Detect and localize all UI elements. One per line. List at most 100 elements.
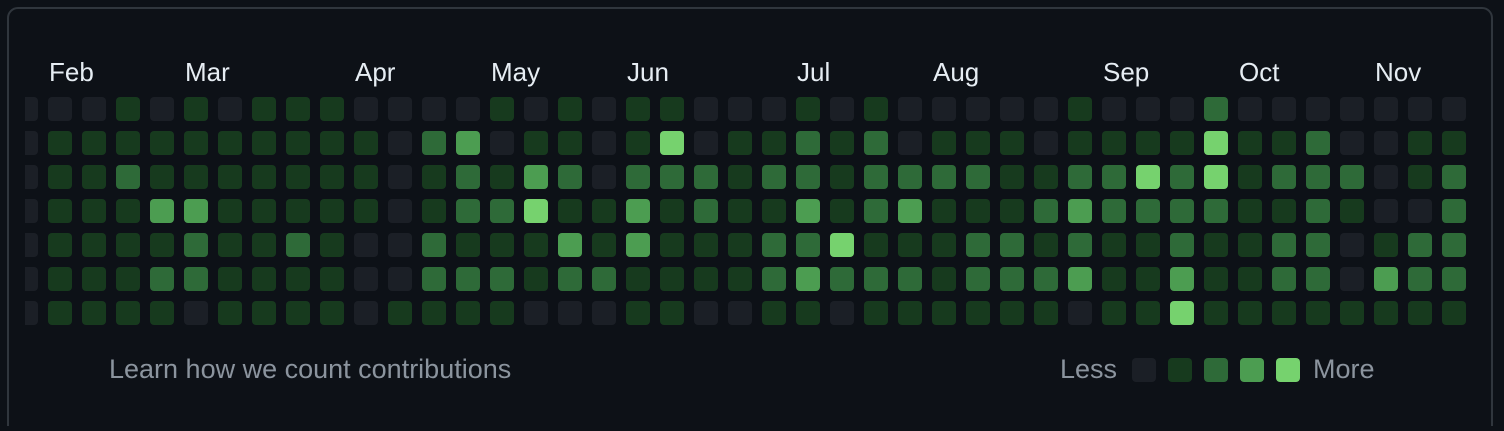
day-cell xyxy=(1306,97,1330,121)
day-cell xyxy=(25,233,38,257)
day-cell xyxy=(1340,165,1364,189)
day-cell xyxy=(830,97,854,121)
day-cell xyxy=(422,233,446,257)
day-cell xyxy=(116,97,140,121)
day-cell xyxy=(184,165,208,189)
day-cell xyxy=(82,267,106,291)
day-cell xyxy=(796,233,820,257)
day-cell xyxy=(660,97,684,121)
day-cell xyxy=(932,131,956,155)
day-cell xyxy=(592,233,616,257)
day-cell xyxy=(1170,233,1194,257)
day-cell xyxy=(1238,301,1262,325)
day-cell xyxy=(354,97,378,121)
day-cell xyxy=(966,131,990,155)
day-cell xyxy=(762,97,786,121)
day-cell xyxy=(694,165,718,189)
day-cell xyxy=(1170,199,1194,223)
day-cell xyxy=(116,131,140,155)
day-cell xyxy=(490,97,514,121)
day-cell xyxy=(150,199,174,223)
month-label: Mar xyxy=(185,57,230,87)
day-cell xyxy=(728,301,752,325)
legend-swatch xyxy=(1240,358,1264,382)
day-cell xyxy=(1374,301,1398,325)
day-cell xyxy=(1102,165,1126,189)
day-cell xyxy=(864,199,888,223)
day-cell xyxy=(116,233,140,257)
day-cell xyxy=(1170,267,1194,291)
day-cell xyxy=(1102,131,1126,155)
day-cell xyxy=(1204,233,1228,257)
day-cell xyxy=(830,165,854,189)
day-cell xyxy=(1272,301,1296,325)
day-cell xyxy=(558,233,582,257)
day-cell xyxy=(762,267,786,291)
day-cell xyxy=(728,97,752,121)
day-cell xyxy=(592,165,616,189)
day-cell xyxy=(626,97,650,121)
day-cell xyxy=(626,165,650,189)
day-cell xyxy=(1000,301,1024,325)
legend-swatch xyxy=(1132,358,1156,382)
day-cell xyxy=(660,199,684,223)
day-cell xyxy=(25,165,38,189)
month-label: Sep xyxy=(1103,57,1149,87)
day-cell xyxy=(48,233,72,257)
day-cell xyxy=(252,267,276,291)
day-cell xyxy=(1170,97,1194,121)
day-cell xyxy=(1102,233,1126,257)
day-cell xyxy=(694,301,718,325)
day-cell xyxy=(116,267,140,291)
day-cell xyxy=(1374,267,1398,291)
day-cell xyxy=(286,199,310,223)
day-cell xyxy=(1306,165,1330,189)
day-cell xyxy=(286,165,310,189)
legend-swatch xyxy=(1204,358,1228,382)
day-cell xyxy=(694,131,718,155)
day-cell xyxy=(864,131,888,155)
day-cell xyxy=(524,165,548,189)
day-cell xyxy=(660,131,684,155)
day-cell xyxy=(1306,301,1330,325)
day-cell xyxy=(25,301,38,325)
day-cell xyxy=(1000,267,1024,291)
learn-link[interactable]: Learn how we count contributions xyxy=(109,354,511,384)
day-cell xyxy=(82,131,106,155)
day-cell xyxy=(1034,267,1058,291)
day-cell xyxy=(1238,233,1262,257)
day-cell xyxy=(966,233,990,257)
day-cell xyxy=(898,131,922,155)
day-cell xyxy=(1000,131,1024,155)
day-cell xyxy=(592,97,616,121)
day-cell xyxy=(932,301,956,325)
day-cell xyxy=(1340,131,1364,155)
day-cell xyxy=(48,267,72,291)
day-cell xyxy=(796,301,820,325)
day-cell xyxy=(966,267,990,291)
day-cell xyxy=(252,233,276,257)
day-cell xyxy=(1442,97,1466,121)
day-cell xyxy=(830,301,854,325)
day-cell xyxy=(966,199,990,223)
day-cell xyxy=(252,301,276,325)
day-cell xyxy=(694,233,718,257)
day-cell xyxy=(1000,233,1024,257)
day-cell xyxy=(1068,165,1092,189)
day-cell xyxy=(830,267,854,291)
day-cell xyxy=(728,267,752,291)
day-cell xyxy=(830,199,854,223)
day-cell xyxy=(932,199,956,223)
day-cell xyxy=(626,131,650,155)
day-cell xyxy=(1408,233,1432,257)
day-cell xyxy=(456,131,480,155)
day-cell xyxy=(762,131,786,155)
day-cell xyxy=(1340,199,1364,223)
day-cell xyxy=(932,267,956,291)
month-label: Oct xyxy=(1239,57,1280,87)
day-cell xyxy=(456,199,480,223)
day-cell xyxy=(48,199,72,223)
day-cell xyxy=(864,301,888,325)
day-cell xyxy=(354,199,378,223)
day-cell xyxy=(728,233,752,257)
